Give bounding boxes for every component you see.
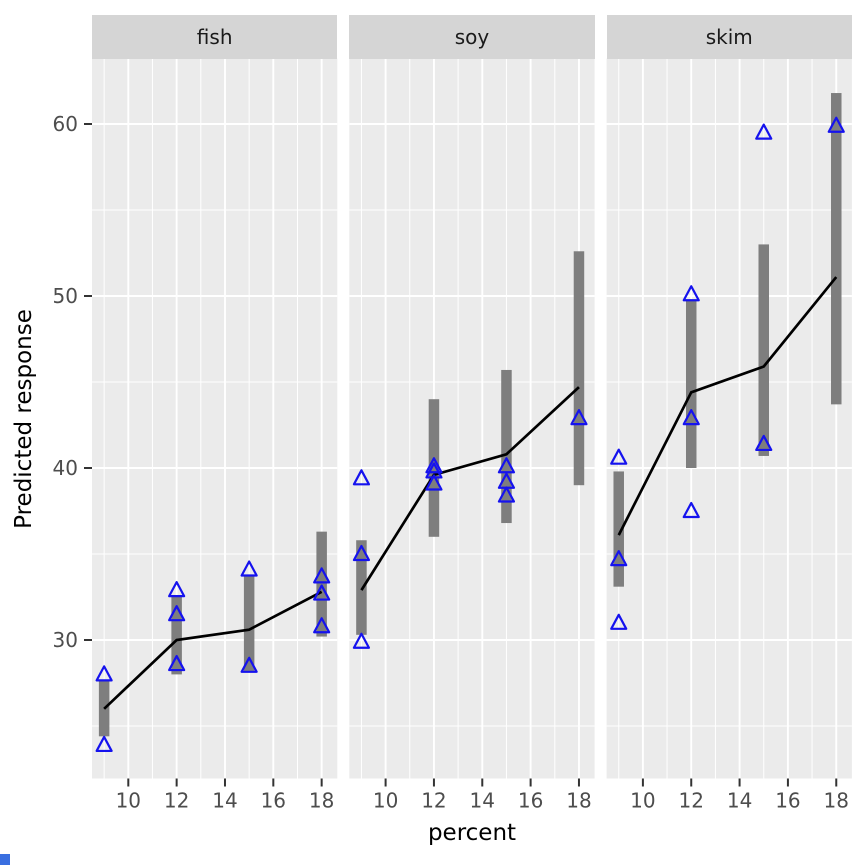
x-tick-label: 10 (373, 789, 398, 813)
x-tick-label: 16 (261, 789, 286, 813)
data-point-triangle (425, 457, 443, 474)
data-point-triangle (610, 550, 628, 567)
x-tick-label: 18 (824, 789, 849, 813)
x-tick-label: 12 (421, 789, 446, 813)
y-tick-label: 50 (53, 284, 78, 308)
data-point-triangle (755, 434, 773, 452)
interval-bar (831, 93, 842, 405)
x-tick-label: 14 (727, 789, 752, 813)
data-point-triangle (313, 584, 331, 601)
data-point-triangle (682, 285, 700, 302)
interval-bar (685, 299, 697, 468)
data-point-triangle (610, 448, 628, 465)
data-point-triangle (95, 735, 113, 753)
corner-artifact (0, 854, 10, 865)
data-point-triangle (168, 605, 186, 622)
data-point-triangle (240, 656, 258, 673)
interval-bar (758, 244, 769, 456)
interval-bar (316, 531, 327, 637)
prediction-line (103, 590, 323, 710)
interval-bar (171, 595, 182, 675)
facet-strip-skim: skim (606, 15, 852, 59)
panel-bg (92, 58, 338, 779)
data-point-triangle (352, 544, 371, 562)
interval-bar (428, 399, 440, 537)
data-point-triangle (95, 665, 113, 682)
x-tick-label: 16 (518, 789, 543, 813)
data-point-triangle (827, 116, 845, 133)
x-tick-label: 18 (566, 789, 591, 813)
prediction-line (617, 276, 838, 536)
facet-strip-fish: fish (92, 15, 338, 59)
interval-bar (613, 471, 624, 587)
x-tick-label: 10 (630, 789, 655, 813)
prediction-line (360, 386, 580, 591)
interval-bar (573, 251, 585, 486)
data-point-triangle (168, 581, 186, 598)
data-point-triangle (425, 474, 443, 491)
panel-bg (349, 58, 595, 779)
interval-bar (501, 369, 512, 524)
facet-label-fish: fish (196, 24, 233, 49)
data-point-triangle (313, 617, 331, 634)
x-tick-label: 14 (212, 789, 237, 813)
x-tick-label: 18 (309, 789, 334, 813)
data-point-triangle (682, 409, 700, 426)
x-tick-label: 12 (164, 789, 189, 813)
data-point-triangle (168, 654, 186, 672)
data-point-triangle (755, 123, 773, 140)
facet-label-soy: soy (454, 24, 490, 49)
data-point-triangle (497, 486, 516, 503)
data-point-triangle (240, 560, 258, 577)
panel-bg (606, 58, 852, 779)
data-point-triangle (610, 613, 628, 630)
data-point-triangle (313, 567, 331, 584)
y-tick-label: 60 (53, 112, 78, 136)
x-tick-label: 16 (775, 789, 800, 813)
y-tick-label: 30 (53, 628, 78, 652)
x-tick-label: 14 (470, 789, 495, 813)
facet-label-skim: skim (705, 24, 753, 49)
x-axis-title: percent (427, 820, 517, 846)
data-point-triangle (352, 469, 371, 486)
data-point-triangle (497, 457, 516, 474)
x-tick-label: 10 (116, 789, 141, 813)
facet-strip-soy: soy (349, 15, 595, 59)
x-tick-label: 12 (679, 789, 704, 813)
interval-bar (356, 540, 367, 635)
interval-bar (243, 576, 255, 671)
data-point-triangle (352, 632, 371, 649)
y-axis-title: Predicted response (11, 309, 37, 529)
y-tick-label: 40 (53, 456, 78, 480)
data-point-triangle (682, 501, 700, 519)
data-point-triangle (570, 409, 588, 426)
